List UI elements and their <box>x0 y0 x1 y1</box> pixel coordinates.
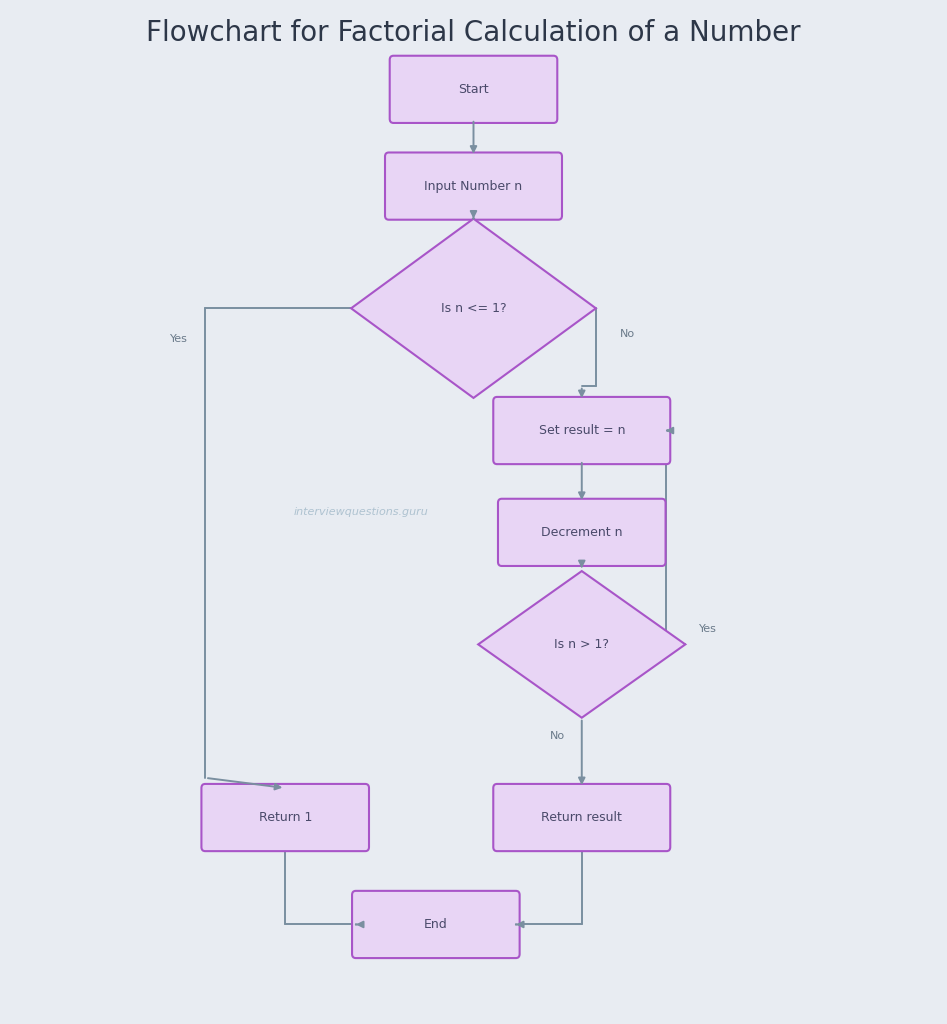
Text: Flowchart for Factorial Calculation of a Number: Flowchart for Factorial Calculation of a… <box>146 19 801 47</box>
Polygon shape <box>478 571 686 718</box>
Text: Yes: Yes <box>170 334 188 344</box>
Text: No: No <box>619 329 634 339</box>
Text: No: No <box>549 731 564 741</box>
FancyBboxPatch shape <box>385 153 562 220</box>
FancyBboxPatch shape <box>352 891 520 958</box>
FancyBboxPatch shape <box>202 784 369 851</box>
Text: Input Number n: Input Number n <box>424 179 523 193</box>
FancyBboxPatch shape <box>390 55 557 123</box>
Text: Is n <= 1?: Is n <= 1? <box>440 302 507 314</box>
Text: Return result: Return result <box>542 811 622 824</box>
Text: Return 1: Return 1 <box>259 811 312 824</box>
Text: Is n > 1?: Is n > 1? <box>554 638 609 651</box>
Text: Decrement n: Decrement n <box>541 526 622 539</box>
FancyBboxPatch shape <box>493 397 670 464</box>
Text: Set result = n: Set result = n <box>539 424 625 437</box>
Text: interviewquestions.guru: interviewquestions.guru <box>294 507 428 517</box>
Text: Start: Start <box>458 83 489 96</box>
Text: End: End <box>424 918 448 931</box>
FancyBboxPatch shape <box>498 499 666 566</box>
Text: Yes: Yes <box>700 624 717 634</box>
Polygon shape <box>351 219 596 398</box>
FancyBboxPatch shape <box>493 784 670 851</box>
